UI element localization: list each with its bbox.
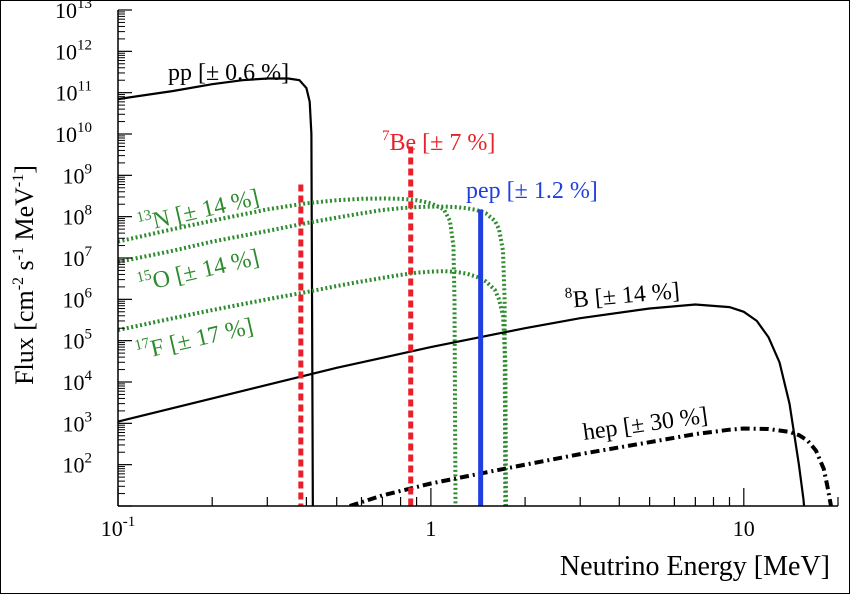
series-labels-layer: pp [± 0.6 %] 13N [± 14 %]15O [± 14 %] 17F … xyxy=(133,60,709,446)
series-pp-curve xyxy=(118,77,314,506)
y-tick-label: 1012 xyxy=(55,37,92,64)
y-tick-label: 1013 xyxy=(55,0,92,23)
x-tick-label: 10 xyxy=(733,516,755,541)
label-7be: 7Be [± 7 %] xyxy=(382,128,495,156)
y-tick-label: 102 xyxy=(63,451,93,478)
series-15o-curve xyxy=(118,204,508,506)
label-pep: pep [± 1.2 %] xyxy=(466,178,598,204)
x-tick-label: 10-1 xyxy=(101,514,136,541)
y-tick-label: 1010 xyxy=(55,120,92,147)
series-8b-curve xyxy=(118,303,806,506)
y-tick-label: 107 xyxy=(63,244,93,271)
axes-layer: 1021031041051061071081091010101110121013… xyxy=(55,0,839,541)
y-tick-label: 104 xyxy=(63,368,93,395)
y-tick-label: 108 xyxy=(63,203,93,230)
series-layer xyxy=(118,77,833,506)
y-tick-label: 1011 xyxy=(56,79,92,106)
label-13n: 13N [± 14 %] xyxy=(135,183,262,238)
x-axis-label: Neutrino Energy [MeV] xyxy=(560,551,830,582)
x-tick-label: 1 xyxy=(425,516,436,541)
y-tick-label: 106 xyxy=(63,285,93,312)
series-13n-curve xyxy=(118,196,458,506)
label-15o: 15O [± 14 %] xyxy=(135,243,262,298)
y-tick-label: 105 xyxy=(63,327,93,354)
y-tick-label: 109 xyxy=(63,161,93,188)
series-hep-curve xyxy=(349,426,833,506)
label-hep: hep [± 30 %] xyxy=(581,403,709,446)
y-tick-label: 103 xyxy=(63,409,93,436)
label-17f: 17F [± 17 %] xyxy=(133,312,256,366)
y-axis-label: Flux [cm-2 s-1 MeV-1] xyxy=(10,165,39,385)
label-pp: pp [± 0.6 %] xyxy=(168,60,289,86)
